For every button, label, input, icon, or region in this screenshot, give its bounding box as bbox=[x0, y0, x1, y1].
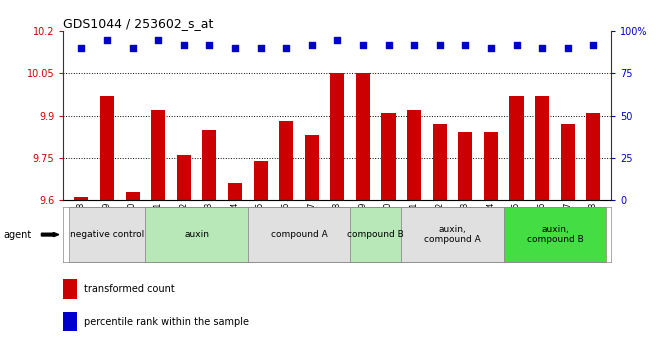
Text: compound A: compound A bbox=[271, 230, 327, 239]
Point bbox=[588, 42, 599, 47]
Point bbox=[332, 37, 343, 42]
Point bbox=[460, 42, 471, 47]
Point bbox=[102, 37, 112, 42]
Text: transformed count: transformed count bbox=[84, 284, 174, 294]
Bar bbox=[69, 207, 146, 262]
Point bbox=[537, 45, 548, 51]
Point bbox=[178, 42, 189, 47]
Text: auxin,
compound A: auxin, compound A bbox=[424, 225, 481, 244]
Bar bbox=[100, 96, 114, 200]
Point bbox=[204, 42, 214, 47]
Point bbox=[383, 42, 394, 47]
Bar bbox=[535, 96, 549, 200]
Point bbox=[486, 45, 496, 51]
Point bbox=[562, 45, 573, 51]
Point bbox=[153, 37, 164, 42]
Bar bbox=[560, 124, 574, 200]
Bar bbox=[381, 113, 395, 200]
Bar bbox=[248, 207, 350, 262]
Point bbox=[127, 45, 138, 51]
Bar bbox=[504, 207, 606, 262]
Text: percentile rank within the sample: percentile rank within the sample bbox=[84, 317, 248, 326]
Point bbox=[409, 42, 420, 47]
Bar bbox=[510, 96, 524, 200]
Bar bbox=[484, 132, 498, 200]
Bar bbox=[228, 183, 242, 200]
Bar bbox=[279, 121, 293, 200]
Bar bbox=[126, 191, 140, 200]
Bar bbox=[146, 207, 248, 262]
Bar bbox=[458, 132, 472, 200]
Bar bbox=[350, 207, 401, 262]
Bar bbox=[151, 110, 165, 200]
Text: compound B: compound B bbox=[347, 230, 404, 239]
Bar bbox=[433, 124, 447, 200]
Bar bbox=[407, 110, 421, 200]
Bar bbox=[63, 312, 77, 331]
Text: negative control: negative control bbox=[70, 230, 144, 239]
Bar bbox=[305, 135, 319, 200]
Text: auxin,
compound B: auxin, compound B bbox=[526, 225, 583, 244]
Bar bbox=[401, 207, 504, 262]
Bar bbox=[356, 73, 370, 200]
Point bbox=[230, 45, 240, 51]
Point bbox=[76, 45, 87, 51]
Text: agent: agent bbox=[3, 230, 31, 239]
Bar bbox=[254, 161, 268, 200]
Point bbox=[511, 42, 522, 47]
Bar bbox=[74, 197, 88, 200]
Text: GDS1044 / 253602_s_at: GDS1044 / 253602_s_at bbox=[63, 17, 214, 30]
Point bbox=[307, 42, 317, 47]
Point bbox=[281, 45, 291, 51]
Point bbox=[357, 42, 368, 47]
Bar bbox=[202, 130, 216, 200]
Bar bbox=[177, 155, 191, 200]
Point bbox=[255, 45, 266, 51]
Point bbox=[434, 42, 445, 47]
Bar bbox=[587, 113, 601, 200]
Text: auxin: auxin bbox=[184, 230, 209, 239]
Bar bbox=[330, 73, 345, 200]
Bar bbox=[63, 279, 77, 298]
